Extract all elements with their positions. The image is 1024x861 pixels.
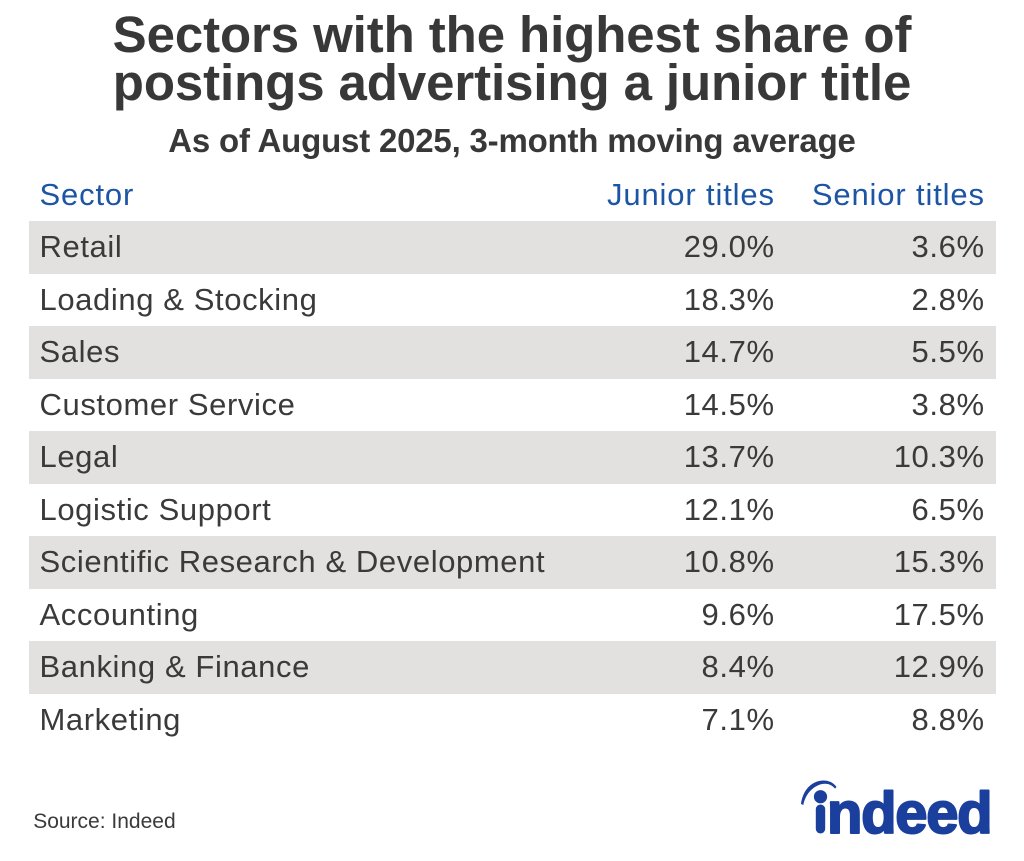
svg-text:ndeed: ndeed: [827, 781, 991, 845]
